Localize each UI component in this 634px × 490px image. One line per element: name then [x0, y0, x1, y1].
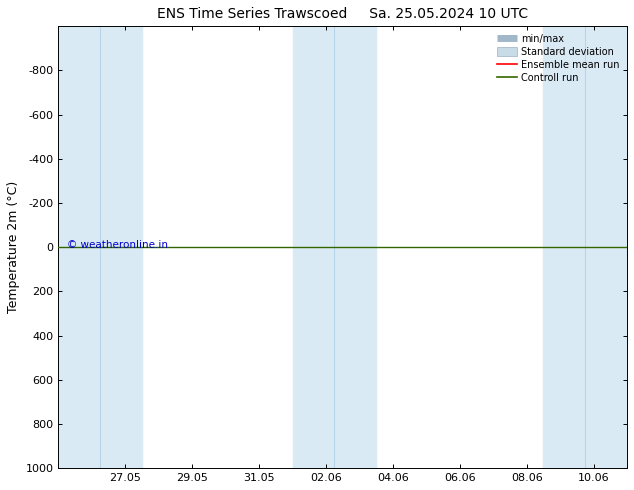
Legend: min/max, Standard deviation, Ensemble mean run, Controll run: min/max, Standard deviation, Ensemble me…: [495, 31, 622, 86]
Y-axis label: Temperature 2m (°C): Temperature 2m (°C): [7, 181, 20, 314]
Bar: [58, 26, 142, 468]
Bar: [292, 26, 376, 468]
Bar: [543, 26, 627, 468]
Title: ENS Time Series Trawscoed     Sa. 25.05.2024 10 UTC: ENS Time Series Trawscoed Sa. 25.05.2024…: [157, 7, 528, 21]
Text: © weatheronline.in: © weatheronline.in: [67, 240, 168, 250]
